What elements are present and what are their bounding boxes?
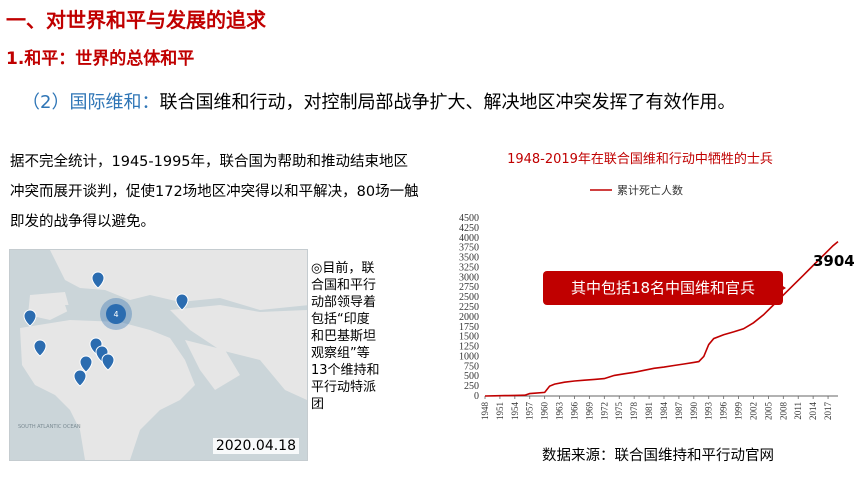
x-tick-label: 1969	[584, 402, 594, 421]
y-tick-label: 1500	[459, 332, 479, 343]
map-pin-icon[interactable]	[73, 369, 87, 387]
x-tick-label: 1957	[525, 402, 535, 421]
map-cluster-count: 4	[113, 310, 118, 319]
y-tick-label: 3750	[459, 243, 479, 254]
map-land-europe	[50, 250, 307, 310]
map-side-text: ◎目前，联合国和平行动部领导着包括“印度和巴基斯坦观察组”等13个维持和平行动特…	[311, 261, 380, 412]
map-pin-icon[interactable]	[175, 293, 189, 311]
chart-series	[484, 240, 839, 397]
x-tick-label: 1999	[734, 402, 744, 421]
y-tick-label: 4250	[459, 223, 479, 234]
legend-label: 累计死亡人数	[617, 183, 683, 197]
page-heading: 一、对世界和平与发展的追求	[6, 8, 266, 32]
x-tick-label: 1987	[674, 402, 684, 421]
x-tick-label: 1978	[629, 402, 639, 421]
line-chart: 累计死亡人数 025050075010001250150017502000225…	[459, 183, 839, 420]
y-tick-label: 250	[464, 381, 479, 392]
y-tick-label: 1750	[459, 322, 479, 333]
section-subheading: 1.和平：世界的总体和平	[6, 49, 195, 69]
x-tick-label: 1996	[719, 402, 729, 421]
x-tick-label: 1960	[540, 402, 550, 421]
map-pin-icon[interactable]	[23, 309, 37, 327]
x-tick-label: 1948	[480, 402, 490, 421]
map-date: 2020.04.18	[212, 438, 299, 454]
point-label: （2）国际维和：	[22, 92, 160, 113]
map-cluster-marker[interactable]: 4	[100, 298, 132, 330]
map-pin-icon[interactable]	[91, 271, 105, 289]
y-tick-label: 2250	[459, 302, 479, 313]
x-tick-label: 1972	[599, 402, 609, 420]
x-tick-label: 1951	[495, 402, 505, 420]
x-tick-label: 1963	[555, 402, 565, 421]
y-tick-label: 4500	[459, 213, 479, 224]
x-axis-ticks: 1948 1951 1954 1957 1960 1963 1966 1969 1972 1975…	[480, 396, 833, 420]
y-tick-label: 500	[464, 371, 479, 382]
y-axis-ticks: 0250500750100012501500175020002250250027…	[459, 213, 479, 402]
stats-paragraph: 据不完全统计，1945-1995年，联合国为帮助和推动结束地区冲突而展开谈判，促…	[10, 154, 419, 230]
map-land-iberia	[28, 292, 70, 320]
map-land-africa	[20, 320, 195, 460]
map-pin-icon[interactable]	[101, 353, 115, 371]
x-tick-label: 1981	[644, 402, 654, 420]
x-tick-label: 2008	[778, 402, 788, 421]
x-tick-label: 2011	[793, 402, 803, 420]
x-tick-label: 1975	[614, 402, 624, 421]
y-tick-label: 4000	[459, 233, 479, 244]
y-tick-label: 1000	[459, 351, 479, 362]
chart-legend: 累计死亡人数	[590, 183, 683, 197]
point-text: 联合国维和行动，对控制局部战争扩大、解决地区冲突发挥了有效作用。	[159, 92, 736, 113]
chart-title: 1948-2019年在联合国维和行动中牺牲的士兵	[507, 152, 773, 167]
callout-pointer	[772, 279, 786, 297]
x-tick-label: 1954	[510, 402, 520, 421]
y-tick-label: 2500	[459, 292, 479, 303]
x-tick-label: 1966	[569, 402, 579, 421]
y-tick-label: 0	[474, 391, 479, 402]
y-tick-label: 750	[464, 361, 479, 372]
callout-box: 其中包括18名中国维和官兵	[543, 271, 783, 305]
map-graphic: 4 SOUTH ATLANTIC OCEAN	[10, 250, 307, 460]
x-tick-label: 2014	[808, 402, 818, 421]
map-pin-icon[interactable]	[79, 355, 93, 373]
series-line	[484, 240, 839, 397]
x-tick-label: 1993	[704, 402, 714, 421]
y-tick-label: 3250	[459, 262, 479, 273]
x-tick-label: 2005	[763, 402, 773, 421]
x-tick-label: 1984	[659, 402, 669, 421]
y-tick-label: 1250	[459, 342, 479, 353]
map-land-asia	[170, 305, 307, 400]
map-land-arabia	[185, 340, 240, 390]
total-value-label: 3904	[813, 252, 855, 270]
x-tick-label: 1990	[689, 402, 699, 421]
data-source: 数据来源：联合国维持和平行动官网	[542, 448, 774, 464]
map-pin-icon[interactable]	[33, 339, 47, 357]
y-tick-label: 3000	[459, 272, 479, 283]
peacekeeping-map[interactable]: 4 SOUTH ATLANTIC OCEAN 2020.04.18	[9, 249, 308, 461]
map-ocean-label: SOUTH ATLANTIC OCEAN	[18, 424, 81, 430]
y-tick-label: 3500	[459, 253, 479, 264]
y-tick-label: 2000	[459, 312, 479, 323]
y-tick-label: 2750	[459, 282, 479, 293]
x-tick-label: 2002	[748, 402, 758, 420]
x-tick-label: 2017	[823, 402, 833, 421]
peacekeeping-point: （2）国际维和：联合国维和行动，对控制局部战争扩大、解决地区冲突发挥了有效作用。	[22, 88, 735, 114]
